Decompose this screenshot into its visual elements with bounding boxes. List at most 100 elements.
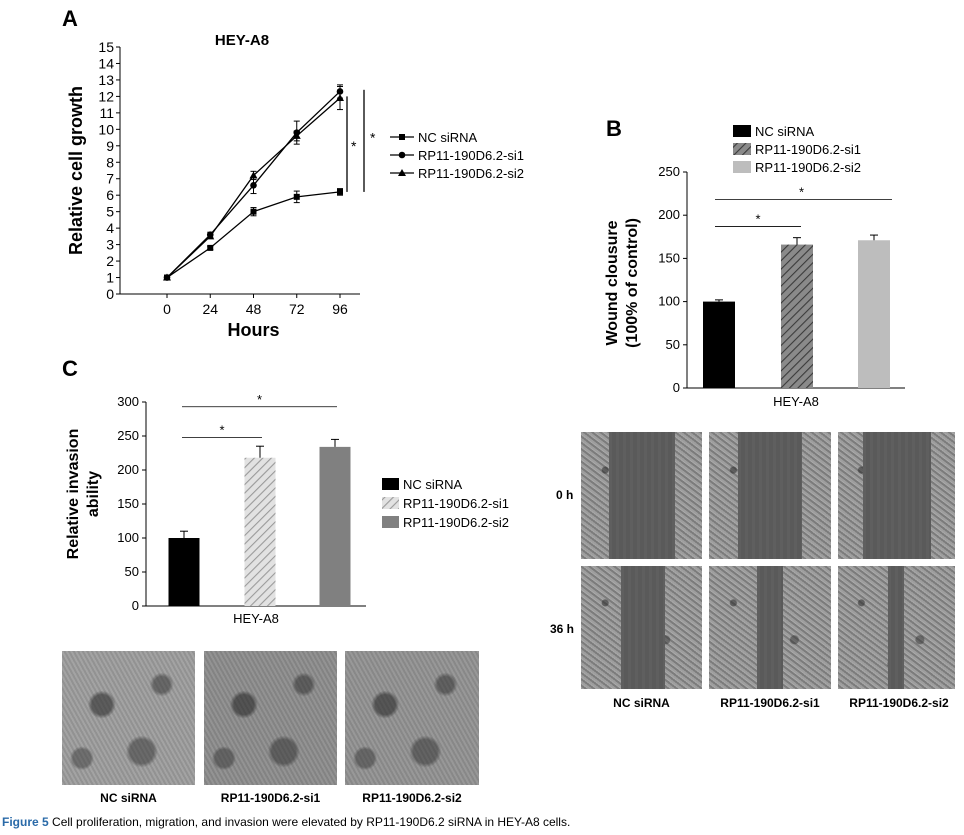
invasion-bar-chart: 0 50 100 150 200 250 300 HEY-A8 Relative invasio… bbox=[65, 392, 509, 626]
invasion-col-label-nc: NC siRNA bbox=[100, 791, 157, 805]
legend-swatch-2 bbox=[382, 516, 399, 528]
legend-label-2: RP11-190D6.2-si2 bbox=[418, 166, 524, 181]
invasion-image-nc bbox=[62, 651, 195, 785]
chart-b-y-tick-label: 200 bbox=[658, 207, 680, 222]
chart-a-y-tick-label: 7 bbox=[106, 171, 114, 187]
legend-marker-square bbox=[399, 134, 405, 140]
panel-letter-c: C bbox=[62, 356, 78, 381]
chart-c-y-tick-label: 250 bbox=[117, 428, 139, 443]
bar-2 bbox=[858, 240, 890, 388]
data-point-square bbox=[250, 208, 257, 215]
chart-b-y-tick-label: 250 bbox=[658, 164, 680, 179]
legend-marker-circle bbox=[398, 151, 406, 159]
figure-caption: Figure 5 Cell proliferation, migration, … bbox=[2, 815, 570, 829]
bar-1 bbox=[781, 244, 813, 388]
chart-c-y-tick-label: 100 bbox=[117, 530, 139, 545]
legend-swatch-1 bbox=[733, 143, 751, 155]
chart-a-x-axis-label: Hours bbox=[227, 320, 279, 340]
legend-label-1: RP11-190D6.2-si1 bbox=[755, 142, 861, 157]
wound-closure-bar-chart: NC siRNA RP11-190D6.2-si1 RP11-190D6.2-si2… bbox=[604, 124, 905, 409]
panel-letter-a: A bbox=[62, 6, 78, 31]
chart-a-title: HEY-A8 bbox=[215, 32, 269, 49]
wound-col-label-si2: RP11-190D6.2-si2 bbox=[849, 696, 949, 710]
data-point-triangle bbox=[163, 273, 171, 281]
legend-swatch-0 bbox=[382, 478, 399, 490]
chart-c-y-tick-label: 300 bbox=[117, 394, 139, 409]
data-point-triangle bbox=[249, 171, 258, 179]
chart-a-y-tick-label: 4 bbox=[106, 220, 114, 236]
chart-a-x-tick-label: 24 bbox=[202, 301, 218, 317]
chart-a-x-tick-label: 0 bbox=[163, 301, 171, 317]
chart-a-y-tick-label: 13 bbox=[98, 72, 114, 88]
data-point-triangle bbox=[336, 94, 344, 102]
legend-label-0: NC siRNA bbox=[403, 477, 463, 492]
chart-b-y-axis-label-line2: (100% of control) bbox=[624, 218, 641, 348]
invasion-col-label-si2: RP11-190D6.2-si2 bbox=[362, 791, 462, 805]
caption-text: Cell proliferation, migration, and invas… bbox=[52, 815, 571, 829]
chart-a-y-axis-label: Relative cell growth bbox=[66, 86, 86, 255]
wound-col-label-si1: RP11-190D6.2-si1 bbox=[720, 696, 820, 710]
legend-label-1: RP11-190D6.2-si1 bbox=[418, 148, 524, 163]
data-point-triangle bbox=[292, 131, 301, 139]
wound-image-si1-36h bbox=[709, 566, 831, 689]
data-point-triangle bbox=[206, 232, 215, 240]
chart-a-y-tick-label: 14 bbox=[98, 55, 114, 71]
chart-a-x-tick-label: 96 bbox=[332, 301, 348, 317]
significance-star-1: * bbox=[351, 138, 357, 154]
chart-c-y-axis-label: Relative invasion bbox=[65, 429, 82, 560]
legend-swatch-2 bbox=[733, 161, 751, 173]
panel-letter-b: B bbox=[606, 116, 622, 141]
bar-1 bbox=[244, 457, 276, 606]
chart-a-y-tick-label: 1 bbox=[106, 270, 114, 286]
significance-star-2: * bbox=[370, 130, 376, 146]
invasion-col-label-si1: RP11-190D6.2-si1 bbox=[220, 791, 321, 805]
chart-a-y-tick-label: 9 bbox=[106, 138, 114, 154]
wound-image-si1-0h bbox=[709, 432, 831, 559]
legend-marker-triangle bbox=[398, 169, 406, 176]
chart-a-y-tick-label: 2 bbox=[106, 253, 114, 269]
legend-swatch-0 bbox=[733, 125, 751, 137]
data-point-square bbox=[337, 188, 343, 195]
legend-label-1: RP11-190D6.2-si1 bbox=[403, 496, 509, 511]
chart-b-y-tick-label: 150 bbox=[658, 250, 680, 265]
significance-star-1: * bbox=[755, 211, 760, 226]
series-line-0 bbox=[166, 191, 341, 279]
legend-label-0: NC siRNA bbox=[755, 124, 815, 139]
chart-b-y-tick-label: 50 bbox=[666, 337, 680, 352]
significance-star-1: * bbox=[219, 422, 224, 437]
chart-c-y-tick-label: 200 bbox=[117, 462, 139, 477]
legend-label-0: NC siRNA bbox=[418, 130, 478, 145]
chart-c-y-tick-label: 150 bbox=[117, 496, 139, 511]
chart-a-x-tick-label: 72 bbox=[289, 301, 305, 317]
data-point-square bbox=[293, 193, 300, 200]
invasion-image-si1 bbox=[204, 651, 337, 785]
chart-a-x-tick-label: 48 bbox=[246, 301, 262, 317]
chart-c-y-tick-label: 50 bbox=[125, 564, 139, 579]
bar-0 bbox=[168, 538, 200, 606]
chart-b-y-axis-label: Wound clousure bbox=[604, 220, 621, 345]
chart-a-y-tick-label: 8 bbox=[106, 154, 114, 170]
wound-row-label-36h: 36 h bbox=[550, 622, 575, 636]
wound-image-nc-0h bbox=[581, 432, 702, 559]
chart-c-y-tick-label: 0 bbox=[132, 598, 139, 613]
chart-a-y-tick-label: 5 bbox=[106, 204, 114, 220]
chart-a-y-tick-label: 6 bbox=[106, 187, 114, 203]
chart-c-y-axis-label-line2: ability bbox=[85, 471, 102, 517]
wound-col-label-nc: NC siRNA bbox=[613, 696, 670, 710]
chart-a-y-tick-label: 11 bbox=[99, 105, 114, 121]
chart-a-y-tick-label: 12 bbox=[98, 88, 114, 104]
chart-b-y-tick-label: 100 bbox=[658, 294, 680, 309]
bar-2 bbox=[319, 446, 351, 606]
chart-b-x-axis-label: HEY-A8 bbox=[773, 394, 819, 409]
chart-a-y-tick-label: 0 bbox=[106, 286, 114, 302]
legend-swatch-1 bbox=[382, 497, 399, 509]
significance-star-2: * bbox=[799, 185, 804, 200]
caption-label: Figure 5 bbox=[2, 815, 49, 829]
invasion-image-si2 bbox=[345, 651, 479, 785]
legend-label-2: RP11-190D6.2-si2 bbox=[403, 515, 509, 530]
wound-image-si2-0h bbox=[838, 432, 955, 559]
chart-c-x-axis-label: HEY-A8 bbox=[233, 611, 279, 626]
chart-b-y-tick-label: 0 bbox=[673, 380, 680, 395]
